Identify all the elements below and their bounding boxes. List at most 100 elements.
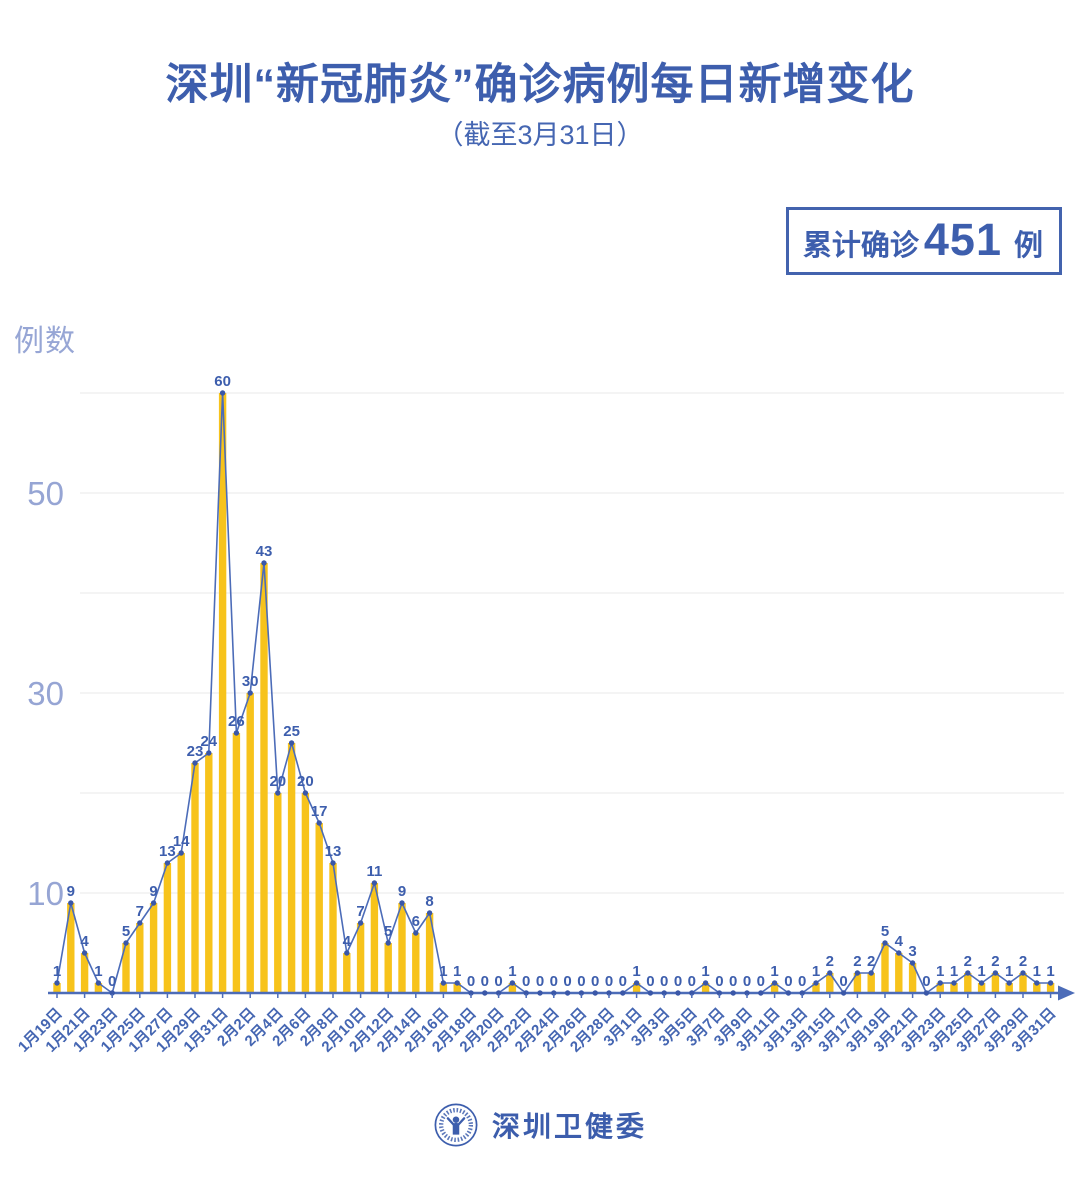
value-label: 1 (1046, 963, 1054, 980)
data-point (440, 980, 447, 986)
data-point (799, 990, 805, 996)
value-label: 0 (922, 973, 930, 990)
value-label: 1 (1005, 963, 1013, 980)
y-axis-title: 例数 (14, 325, 76, 358)
value-label: 0 (605, 973, 613, 990)
value-label: 7 (136, 903, 144, 920)
bar (232, 733, 241, 993)
value-label: 1 (508, 963, 516, 980)
value-label: 1 (94, 963, 102, 980)
value-label: 2 (867, 953, 875, 970)
data-point (868, 970, 874, 976)
data-point (109, 990, 115, 996)
value-label: 2 (853, 953, 861, 970)
data-point (992, 970, 999, 976)
bar (964, 973, 972, 993)
bar (453, 983, 461, 993)
bar (136, 923, 144, 993)
data-point (482, 990, 488, 996)
page-title: 深圳“新冠肺炎”确诊病例每日新增变化 (165, 61, 915, 109)
bar (1033, 983, 1041, 993)
value-label: 2 (826, 953, 834, 970)
bar (770, 983, 779, 993)
value-label: 0 (591, 973, 599, 990)
data-point (620, 990, 626, 996)
data-point (164, 860, 171, 866)
data-point (758, 990, 764, 996)
bar (412, 933, 420, 993)
data-point (813, 980, 819, 986)
value-label: 0 (550, 973, 558, 990)
value-label: 1 (701, 963, 709, 980)
bar (177, 853, 185, 993)
value-label: 0 (108, 973, 116, 990)
data-point (951, 980, 957, 986)
y-tick-label: 50 (27, 475, 64, 512)
bar (67, 903, 75, 993)
value-label: 2 (1019, 953, 1027, 970)
bar (53, 983, 61, 993)
value-label: 6 (412, 913, 420, 930)
data-point (206, 750, 212, 756)
bar (218, 393, 227, 993)
footer: 深圳卫健委 (0, 1102, 1080, 1148)
badge-unit: 例 (1013, 230, 1043, 262)
bar (826, 973, 834, 993)
data-point (413, 930, 419, 936)
value-label: 0 (660, 973, 668, 990)
bar (1019, 973, 1027, 993)
data-point (454, 980, 460, 986)
data-point (633, 980, 640, 986)
data-point (385, 940, 391, 946)
bar (370, 883, 379, 993)
data-point (316, 820, 322, 826)
bar (94, 983, 103, 993)
bar (701, 983, 710, 993)
data-point (54, 980, 60, 986)
value-label: 1 (632, 963, 640, 980)
value-label: 0 (577, 973, 585, 990)
bar (287, 743, 296, 993)
value-label: 0 (467, 973, 475, 990)
footer-org-name: 深圳卫健委 (491, 1111, 647, 1142)
data-point (702, 980, 709, 986)
data-point (606, 990, 612, 996)
data-point (730, 990, 736, 996)
value-label: 0 (757, 973, 765, 990)
value-label: 1 (453, 963, 461, 980)
data-point (1006, 980, 1012, 986)
value-label: 20 (297, 773, 314, 790)
data-point (330, 860, 336, 866)
value-label: 1 (812, 963, 820, 980)
value-label: 0 (481, 973, 489, 990)
value-label: 5 (384, 923, 392, 940)
data-point (578, 990, 585, 996)
value-label: 0 (743, 973, 751, 990)
bar (881, 943, 889, 993)
value-label: 3 (908, 943, 916, 960)
data-point (661, 990, 667, 996)
value-label: 17 (311, 803, 328, 820)
value-label: 0 (563, 973, 571, 990)
value-label: 1 (936, 963, 944, 980)
value-label: 30 (242, 673, 259, 690)
value-label: 25 (283, 723, 300, 740)
bar (867, 973, 875, 993)
bar (508, 983, 517, 993)
value-label: 11 (366, 863, 382, 880)
bar (315, 823, 323, 993)
data-point (495, 990, 502, 996)
data-point (192, 760, 198, 766)
bar (343, 953, 351, 993)
value-label: 13 (325, 843, 342, 860)
data-point (178, 850, 184, 856)
bar (936, 983, 944, 993)
value-label: 1 (1033, 963, 1041, 980)
value-label: 0 (729, 973, 737, 990)
data-point (233, 730, 240, 736)
data-point (744, 990, 750, 996)
y-tick-label: 10 (27, 875, 64, 912)
daily-new-cases-chart: 1030501941057913142324602630432025201713… (15, 373, 1075, 1056)
value-label: 7 (356, 903, 364, 920)
value-label: 2 (964, 953, 972, 970)
